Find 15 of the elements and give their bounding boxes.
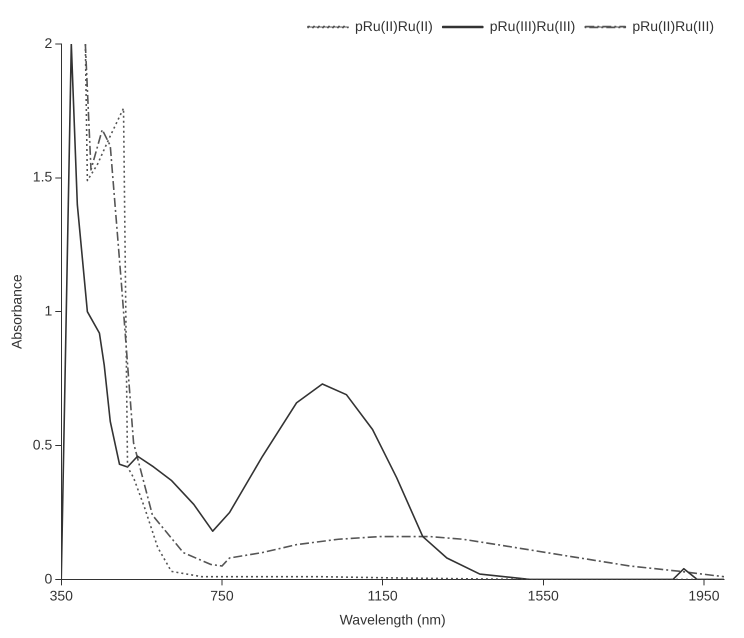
x-tick-label: 1950	[688, 588, 720, 604]
x-tick-label: 1150	[368, 588, 398, 604]
legend-label: pRu(III)Ru(III)	[490, 18, 576, 34]
y-tick-label: 1.5	[32, 168, 52, 185]
legend-label: pRu(II)Ru(III)	[632, 18, 714, 34]
x-tick-label: 1550	[528, 588, 560, 604]
x-tick-label: 750	[210, 588, 234, 604]
x-axis-title: Wavelength (nm)	[340, 611, 446, 628]
y-tick-label: 0.5	[32, 436, 52, 452]
y-tick-label: 1	[44, 302, 52, 319]
x-tick-label: 350	[50, 588, 74, 604]
y-tick-label: 0	[44, 570, 52, 586]
y-tick-label: 2	[44, 34, 52, 51]
y-axis-title: Absorbance	[8, 274, 24, 350]
legend-label: pRu(II)Ru(II)	[354, 18, 433, 34]
